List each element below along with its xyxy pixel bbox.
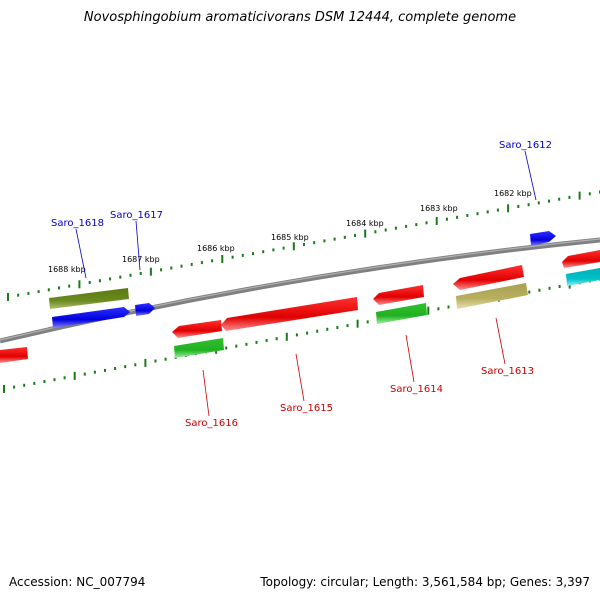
gene-left-edge-red[interactable]	[0, 347, 28, 363]
leader-line	[135, 220, 141, 271]
gene-saro-1612[interactable]	[530, 231, 556, 246]
scale-label: 1683 kbp	[420, 204, 458, 213]
leader-line	[405, 334, 415, 383]
gene-saro-1613-khaki[interactable]	[456, 283, 528, 309]
gene-saro-1616[interactable]	[172, 320, 222, 338]
gene-saro-1618-paralog[interactable]	[49, 288, 129, 309]
gene-label-saro-1616[interactable]: Saro_1616	[185, 418, 238, 429]
leader-line	[202, 369, 210, 417]
scale-label: 1685 kbp	[271, 233, 309, 242]
scale-label: 1686 kbp	[197, 244, 235, 253]
scale-ticks-upper	[7, 190, 600, 301]
gene-label-saro-1613[interactable]: Saro_1613	[481, 366, 534, 377]
genome-summary-text: Topology: circular; Length: 3,561,584 bp…	[260, 575, 590, 589]
gene-saro-1613[interactable]	[453, 265, 524, 290]
leader-line	[295, 353, 305, 402]
gene-saro-1615[interactable]	[221, 297, 358, 331]
genome-title: Novosphingobium aromaticivorans DSM 1244…	[83, 10, 517, 25]
gene-right-edge-cyan[interactable]	[566, 268, 600, 286]
gene-saro-1616-green[interactable]	[174, 338, 224, 358]
gene-label-saro-1618[interactable]: Saro_1618	[51, 218, 104, 229]
scale-label: 1684 kbp	[346, 219, 384, 228]
leader-line	[75, 228, 87, 279]
gene-saro-1618[interactable]	[52, 307, 130, 328]
gene-right-edge-red[interactable]	[562, 250, 600, 268]
scale-label: 1687 kbp	[122, 255, 160, 264]
scale-label: 1688 kbp	[48, 265, 86, 274]
gene-label-saro-1615[interactable]: Saro_1615	[280, 403, 333, 414]
leader-line	[524, 150, 537, 201]
gene-label-saro-1617[interactable]: Saro_1617	[110, 210, 163, 221]
gene-label-saro-1612[interactable]: Saro_1612	[499, 140, 552, 151]
gene-saro-1617[interactable]	[135, 303, 155, 316]
scale-label: 1682 kbp	[494, 189, 532, 198]
gene-saro-1614[interactable]	[373, 285, 424, 305]
gene-saro-1614-green[interactable]	[376, 303, 427, 324]
gene-label-saro-1614[interactable]: Saro_1614	[390, 384, 443, 395]
leader-line	[495, 317, 506, 365]
accession-text: Accession: NC_007794	[9, 575, 146, 589]
